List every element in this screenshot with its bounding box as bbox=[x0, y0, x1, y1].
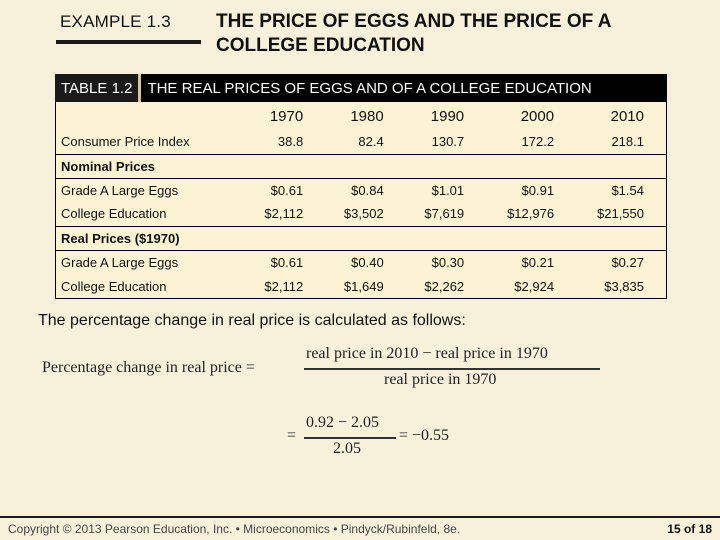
table-cell: $2,924 bbox=[514, 278, 555, 294]
section-title: Real Prices ($1970) bbox=[56, 225, 666, 251]
table-cell: $3,502 bbox=[343, 206, 384, 222]
formula-lhs: Percentage change in real price = bbox=[42, 359, 255, 376]
table-cell: $1.01 bbox=[431, 182, 465, 198]
table-cell: 38.8 bbox=[277, 134, 304, 150]
year-header: 1970 bbox=[269, 107, 304, 125]
section-header-row: Nominal Prices bbox=[56, 153, 666, 179]
table-cell: $2,112 bbox=[264, 206, 304, 222]
fraction-bar-1 bbox=[304, 368, 600, 370]
row-label: College Education bbox=[61, 206, 167, 222]
table-cell: 82.4 bbox=[358, 134, 384, 150]
row-label: Grade A Large Eggs bbox=[61, 182, 179, 198]
explanation-note: The percentage change in real price is c… bbox=[38, 312, 466, 329]
formula-denominator-2: 2.05 bbox=[333, 440, 361, 457]
year-header-row: 1970 1980 1990 2000 2010 bbox=[56, 102, 666, 130]
table-row: Grade A Large Eggs $0.61 $0.84 $1.01 $0.… bbox=[56, 178, 666, 202]
year-header: 1980 bbox=[350, 107, 384, 125]
table-cell: $7,619 bbox=[424, 206, 465, 222]
table-row: Grade A Large Eggs $0.61 $0.40 $0.30 $0.… bbox=[56, 250, 666, 274]
table-cell: $0.40 bbox=[351, 254, 384, 270]
example-label: EXAMPLE 1.3 bbox=[60, 12, 171, 31]
formula-numerator-1: real price in 2010 − real price in 1970 bbox=[306, 345, 548, 362]
footer-copyright: Copyright © 2013 Pearson Education, Inc.… bbox=[8, 522, 461, 536]
table-caption: THE REAL PRICES OF EGGS AND OF A COLLEGE… bbox=[147, 79, 592, 97]
table-header: TABLE 1.2 THE REAL PRICES OF EGGS AND OF… bbox=[55, 74, 667, 102]
table-cell: $12,976 bbox=[507, 206, 555, 222]
row-label: Grade A Large Eggs bbox=[61, 254, 179, 270]
table-cell: $0.27 bbox=[611, 254, 644, 270]
section-title: Nominal Prices bbox=[56, 153, 666, 179]
table-cell: 218.1 bbox=[611, 134, 644, 150]
table-row: College Education $2,112 $1,649 $2,262 $… bbox=[56, 274, 666, 298]
price-table: 1970 1980 1990 2000 2010 Consumer Price … bbox=[55, 102, 667, 299]
formula-result: = −0.55 bbox=[399, 427, 450, 444]
section-header-row: Real Prices ($1970) bbox=[56, 225, 666, 251]
table-cell: $1,649 bbox=[343, 278, 384, 294]
table-row: College Education $2,112 $3,502 $7,619 $… bbox=[56, 202, 666, 226]
table-cell: $0.84 bbox=[351, 182, 384, 198]
year-header: 1990 bbox=[430, 107, 465, 125]
table-cell: $21,550 bbox=[597, 206, 644, 222]
formula-denominator-1: real price in 1970 bbox=[384, 371, 497, 388]
footer-rule bbox=[0, 516, 720, 518]
table-number: TABLE 1.2 bbox=[55, 74, 142, 102]
row-label: Consumer Price Index bbox=[61, 134, 190, 150]
table-cell: $0.91 bbox=[521, 182, 555, 198]
table-cell: $0.61 bbox=[270, 182, 304, 198]
table-cell: $3,835 bbox=[604, 278, 644, 294]
table-cell: 130.7 bbox=[431, 134, 465, 150]
formula-equals-2: = bbox=[287, 427, 297, 444]
table-cell: $0.61 bbox=[270, 254, 304, 270]
row-label: College Education bbox=[61, 278, 167, 294]
year-header: 2010 bbox=[610, 107, 644, 125]
year-header: 2000 bbox=[520, 107, 555, 125]
table-row: Consumer Price Index 38.8 82.4 130.7 172… bbox=[56, 130, 666, 154]
table-cell: 172.2 bbox=[521, 134, 555, 150]
table-cell: $0.21 bbox=[521, 254, 555, 270]
formula-numerator-2: 0.92 − 2.05 bbox=[306, 414, 380, 431]
table-cell: $2,112 bbox=[264, 278, 304, 294]
table-cell: $1.54 bbox=[611, 182, 644, 198]
table-cell: $0.30 bbox=[431, 254, 465, 270]
page-number: 15 of 18 bbox=[667, 522, 712, 536]
example-underline bbox=[56, 40, 201, 44]
slide-title: THE PRICE OF EGGS AND THE PRICE OF A COL… bbox=[216, 11, 611, 56]
table-cell: $2,262 bbox=[424, 278, 465, 294]
fraction-bar-2 bbox=[304, 437, 396, 439]
